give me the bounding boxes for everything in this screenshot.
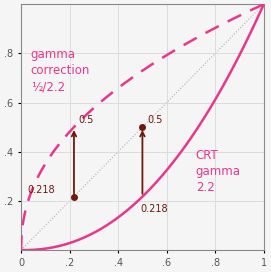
Text: 0.218: 0.218 <box>28 185 56 195</box>
Text: gamma
correction
½/2.2: gamma correction ½/2.2 <box>31 48 90 94</box>
Text: CRT
gamma
2.2: CRT gamma 2.2 <box>196 149 241 194</box>
Text: 0.5: 0.5 <box>147 115 163 125</box>
Text: 0.218: 0.218 <box>140 204 167 214</box>
Text: 0.5: 0.5 <box>79 115 94 125</box>
